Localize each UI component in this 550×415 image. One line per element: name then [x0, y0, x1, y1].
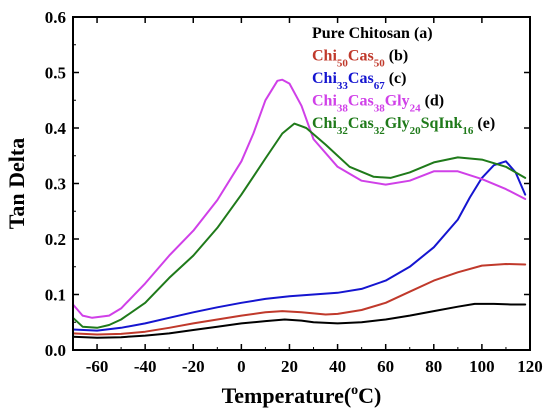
- series-lines: [72, 78, 527, 339]
- x-tick-label: 60: [377, 357, 394, 376]
- legend-subscript: 32: [374, 125, 386, 137]
- legend-text-part: Cas: [348, 48, 374, 65]
- legend-text-part: Chi: [312, 115, 337, 132]
- x-tick-label: 120: [517, 357, 543, 376]
- x-tick-label: -60: [86, 357, 109, 376]
- series-line-a: [72, 302, 527, 339]
- legend-text-part: Chi: [312, 70, 337, 87]
- series-line-d: [72, 78, 527, 319]
- legend-entry-e: Chi32Cas32Gly20SqInk16 (e): [312, 115, 495, 137]
- x-tick-label: 80: [425, 357, 442, 376]
- legend-text-part: Chi: [312, 93, 337, 110]
- legend-entry-a: Pure Chitosan (a): [312, 25, 433, 42]
- plot-frame: [72, 16, 531, 351]
- axes: -60 -40 -20 0 20 40 60 80 100 120 0.0 0.1 0.2 0.3 0.4 0…: [4, 8, 543, 408]
- legend-text-part: Cas: [348, 93, 374, 110]
- legend-text-part: (d): [421, 93, 445, 110]
- legend-text-part: Gly: [385, 93, 410, 110]
- x-axis-title-unit: C): [358, 383, 381, 408]
- x-axis-title: Temperature(oC): [222, 383, 382, 408]
- x-tick-label: 100: [469, 357, 495, 376]
- x-tick-label: 40: [329, 357, 346, 376]
- legend-subscript: 50: [374, 58, 386, 70]
- legend-text-part: Chi: [312, 48, 337, 65]
- y-tick-label: 0.5: [45, 64, 66, 83]
- y-tick-label: 0.2: [45, 230, 66, 249]
- legend-subscript: 32: [337, 125, 349, 137]
- legend-text-part: SqInk: [421, 115, 463, 132]
- legend-text-part: (b): [385, 48, 409, 65]
- y-tick-label: 0.3: [45, 175, 66, 194]
- legend-text-part: Gly: [385, 115, 410, 132]
- legend-text-part: (c): [385, 70, 407, 87]
- legend: Pure Chitosan (a)Chi50Cas50 (b)Chi33Cas6…: [312, 25, 495, 137]
- legend-subscript: 38: [374, 103, 386, 115]
- x-tick-label: -40: [134, 357, 157, 376]
- y-tick-label: 0.4: [45, 119, 67, 138]
- legend-text-part: (e): [473, 115, 495, 132]
- legend-text-part: Pure Chitosan (a): [312, 25, 433, 42]
- legend-subscript: 67: [374, 80, 386, 92]
- legend-subscript: 50: [337, 58, 349, 70]
- series-line-e: [72, 122, 527, 329]
- legend-subscript: 16: [462, 125, 474, 137]
- legend-text-part: Cas: [348, 70, 374, 87]
- x-tick-label: -20: [182, 357, 205, 376]
- series-line-c: [72, 160, 527, 332]
- y-axis-title: Tan Delta: [4, 138, 29, 229]
- series-line-b: [72, 263, 527, 336]
- legend-entry-b: Chi50Cas50 (b): [312, 48, 408, 70]
- x-tick-label: 0: [237, 357, 246, 376]
- legend-subscript: 38: [337, 103, 349, 115]
- x-axis-title-text: Temperature(: [222, 383, 352, 408]
- y-tick-label: 0.6: [45, 8, 66, 27]
- x-axis-title-sup: o: [351, 383, 358, 398]
- x-tick-label: 20: [281, 357, 298, 376]
- y-tick-label: 0.0: [45, 341, 66, 360]
- legend-subscript: 20: [410, 125, 422, 137]
- legend-entry-d: Chi38Cas38Gly24 (d): [312, 93, 444, 115]
- legend-entry-c: Chi33Cas67 (c): [312, 70, 406, 92]
- legend-subscript: 33: [337, 80, 349, 92]
- legend-subscript: 24: [410, 103, 422, 115]
- legend-text-part: Cas: [348, 115, 374, 132]
- y-tick-label: 0.1: [45, 286, 66, 305]
